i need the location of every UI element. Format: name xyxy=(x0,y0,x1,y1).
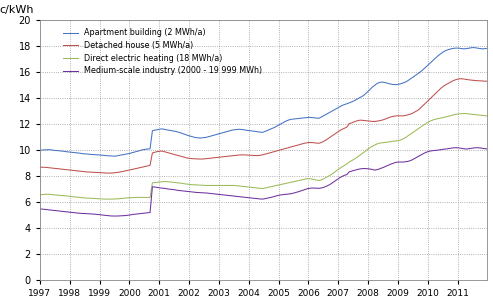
Apartment building (2 MWh/a) xyxy=(224,130,230,133)
Apartment building (2 MWh/a) xyxy=(37,148,43,152)
Direct electric heating (18 MWh/a) xyxy=(91,197,97,200)
Medium-scale industry (2000 - 19 999 MWh) xyxy=(264,196,270,200)
Detached house (5 MWh/a) xyxy=(264,152,270,155)
Detached house (5 MWh/a) xyxy=(320,140,326,143)
Line: Direct electric heating (18 MWh/a): Direct electric heating (18 MWh/a) xyxy=(40,113,488,199)
Detached house (5 MWh/a) xyxy=(485,80,491,83)
Apartment building (2 MWh/a) xyxy=(112,154,118,158)
Direct electric heating (18 MWh/a) xyxy=(320,177,326,181)
Medium-scale industry (2000 - 19 999 MWh) xyxy=(452,146,458,150)
Direct electric heating (18 MWh/a) xyxy=(461,112,467,115)
Detached house (5 MWh/a) xyxy=(220,155,226,159)
Line: Medium-scale industry (2000 - 19 999 MWh): Medium-scale industry (2000 - 19 999 MWh… xyxy=(40,148,488,216)
Apartment building (2 MWh/a) xyxy=(264,129,270,132)
Medium-scale industry (2000 - 19 999 MWh) xyxy=(295,190,301,194)
Medium-scale industry (2000 - 19 999 MWh) xyxy=(220,193,226,197)
Detached house (5 MWh/a) xyxy=(224,154,230,158)
Medium-scale industry (2000 - 19 999 MWh) xyxy=(485,147,491,151)
Medium-scale industry (2000 - 19 999 MWh) xyxy=(320,185,326,189)
Apartment building (2 MWh/a) xyxy=(485,47,491,50)
Medium-scale industry (2000 - 19 999 MWh) xyxy=(224,194,230,197)
Direct electric heating (18 MWh/a) xyxy=(485,114,491,118)
Medium-scale industry (2000 - 19 999 MWh) xyxy=(109,214,115,218)
Apartment building (2 MWh/a) xyxy=(220,131,226,135)
Direct electric heating (18 MWh/a) xyxy=(295,179,301,183)
Detached house (5 MWh/a) xyxy=(295,143,301,147)
Medium-scale industry (2000 - 19 999 MWh) xyxy=(37,207,43,211)
Text: c/kWh: c/kWh xyxy=(0,5,34,15)
Direct electric heating (18 MWh/a) xyxy=(220,184,226,187)
Apartment building (2 MWh/a) xyxy=(295,117,301,120)
Line: Detached house (5 MWh/a): Detached house (5 MWh/a) xyxy=(40,79,488,173)
Detached house (5 MWh/a) xyxy=(37,165,43,169)
Detached house (5 MWh/a) xyxy=(457,77,462,81)
Line: Apartment building (2 MWh/a): Apartment building (2 MWh/a) xyxy=(40,47,488,156)
Detached house (5 MWh/a) xyxy=(91,171,97,174)
Direct electric heating (18 MWh/a) xyxy=(264,186,270,189)
Direct electric heating (18 MWh/a) xyxy=(103,197,108,201)
Medium-scale industry (2000 - 19 999 MWh) xyxy=(91,212,97,216)
Legend: Apartment building (2 MWh/a), Detached house (5 MWh/a), Direct electric heating : Apartment building (2 MWh/a), Detached h… xyxy=(62,27,264,77)
Apartment building (2 MWh/a) xyxy=(91,153,97,157)
Direct electric heating (18 MWh/a) xyxy=(37,193,43,196)
Apartment building (2 MWh/a) xyxy=(470,46,476,49)
Detached house (5 MWh/a) xyxy=(105,171,111,175)
Direct electric heating (18 MWh/a) xyxy=(224,184,230,187)
Apartment building (2 MWh/a) xyxy=(320,114,326,118)
